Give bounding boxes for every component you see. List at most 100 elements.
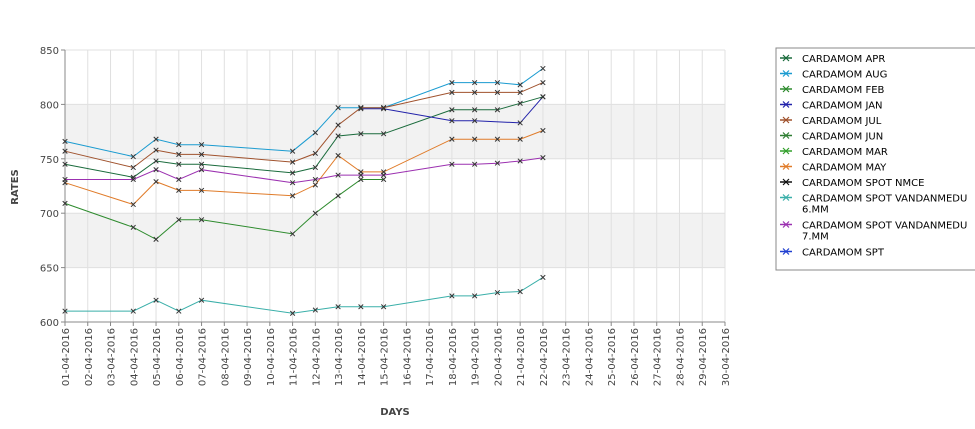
legend-label: CARDAMOM JUN <box>802 132 883 143</box>
legend-marker <box>782 178 790 186</box>
x-tick-label: 06-04-2016 <box>175 328 186 386</box>
data-point <box>198 151 205 158</box>
data-point <box>176 308 182 314</box>
data-point <box>130 308 136 314</box>
y-tick-label: 750 <box>40 155 59 166</box>
x-tick-label: 11-04-2016 <box>289 328 300 386</box>
data-point <box>289 159 296 165</box>
data-point <box>540 127 546 134</box>
data-point <box>494 160 501 166</box>
x-tick-label: 22-04-2016 <box>539 328 550 386</box>
data-point <box>540 79 546 86</box>
legend-label-continued: 6.MM <box>802 205 829 216</box>
data-point <box>472 89 478 96</box>
data-point <box>494 79 501 86</box>
legend-entry: CARDAMOM AUG <box>780 70 887 81</box>
data-point <box>176 176 182 183</box>
data-point <box>198 167 205 173</box>
data-point <box>130 176 136 183</box>
x-tick-label: 03-04-2016 <box>107 328 118 386</box>
x-tick-label: 29-04-2016 <box>698 328 709 386</box>
x-tick-label: 12-04-2016 <box>311 328 322 386</box>
data-point <box>153 167 159 173</box>
legend-label: CARDAMOM FEB <box>802 85 885 96</box>
x-tick-label: 02-04-2016 <box>84 328 95 386</box>
legend-entry: CARDAMOM MAR <box>780 147 888 158</box>
x-tick-label: 01-04-2016 <box>61 328 72 386</box>
data-point <box>312 130 318 136</box>
legend-entry: CARDAMOM SPOT NMCE <box>780 178 924 189</box>
data-point <box>62 161 68 167</box>
x-tick-label: 08-04-2016 <box>220 328 231 386</box>
data-point <box>449 118 455 124</box>
x-tick-label: 09-04-2016 <box>243 328 254 386</box>
data-point <box>358 131 364 137</box>
data-point <box>130 164 136 171</box>
data-point <box>130 201 136 208</box>
x-tick-label: 20-04-2016 <box>493 328 504 386</box>
x-tick-label: 10-04-2016 <box>266 328 277 386</box>
y-tick-label: 700 <box>40 209 59 220</box>
legend-entry: CARDAMOM JAN <box>780 101 883 112</box>
x-tick-label: 13-04-2016 <box>334 328 345 386</box>
data-point <box>130 224 136 230</box>
legend-marker <box>782 101 790 108</box>
legend-entry: CARDAMOM JUN <box>780 132 883 143</box>
x-tick-label: 26-04-2016 <box>630 328 641 386</box>
data-point <box>153 147 159 153</box>
legend-label: CARDAMOM SPOT VANDANMEDU <box>802 221 967 232</box>
data-point <box>62 308 68 314</box>
y-tick-label: 850 <box>40 46 59 57</box>
data-point <box>472 161 478 167</box>
plot-band <box>65 104 725 159</box>
x-tick-label: 16-04-2016 <box>402 328 413 386</box>
data-point <box>312 150 318 157</box>
data-point <box>289 310 296 316</box>
data-point <box>358 304 364 310</box>
x-tick-labels: 01-04-2016 02-04-2016 03-04-2016 04-04-2016… <box>61 322 732 386</box>
data-point <box>472 293 478 299</box>
legend-marker <box>782 85 790 93</box>
y-tick-label: 650 <box>40 264 59 275</box>
data-point <box>517 136 523 142</box>
x-tick-label: 28-04-2016 <box>675 328 686 386</box>
data-point <box>176 142 182 148</box>
legend-label: CARDAMOM SPOT VANDANMEDU <box>802 194 967 205</box>
data-point <box>176 161 182 167</box>
legend-entry: CARDAMOM APR <box>780 54 885 65</box>
y-tick-labels: 600 650 700 750 800 850 <box>40 46 65 329</box>
x-tick-label: 23-04-2016 <box>562 328 573 386</box>
data-point <box>517 89 523 96</box>
data-point <box>62 176 68 183</box>
data-point <box>449 136 455 142</box>
plot-band <box>65 213 725 268</box>
data-point <box>312 176 318 183</box>
data-point <box>335 172 341 178</box>
legend-box <box>775 47 975 271</box>
data-point <box>62 200 68 207</box>
data-point <box>198 297 205 303</box>
legend-label: CARDAMOM MAY <box>802 163 887 174</box>
data-point <box>198 161 205 167</box>
data-point <box>449 107 455 113</box>
x-tick-label: 07-04-2016 <box>198 328 209 386</box>
data-point <box>494 89 501 96</box>
x-tick-label: 18-04-2016 <box>448 328 459 386</box>
data-point <box>153 236 159 242</box>
data-point <box>449 89 455 96</box>
legend-marker <box>782 221 790 228</box>
data-point <box>517 158 523 164</box>
legend-label: CARDAMOM SPT <box>802 248 885 259</box>
legend-marker <box>782 54 790 62</box>
y-axis-title: RATES <box>10 169 21 205</box>
data-point <box>472 79 478 86</box>
data-point <box>380 131 387 137</box>
data-point <box>472 136 478 142</box>
data-point <box>540 155 546 161</box>
legend-label: CARDAMOM SPOT NMCE <box>802 178 924 189</box>
data-point <box>176 187 182 194</box>
data-point <box>449 161 455 167</box>
data-point <box>494 107 501 113</box>
data-point <box>289 180 296 186</box>
series-group <box>62 176 387 242</box>
